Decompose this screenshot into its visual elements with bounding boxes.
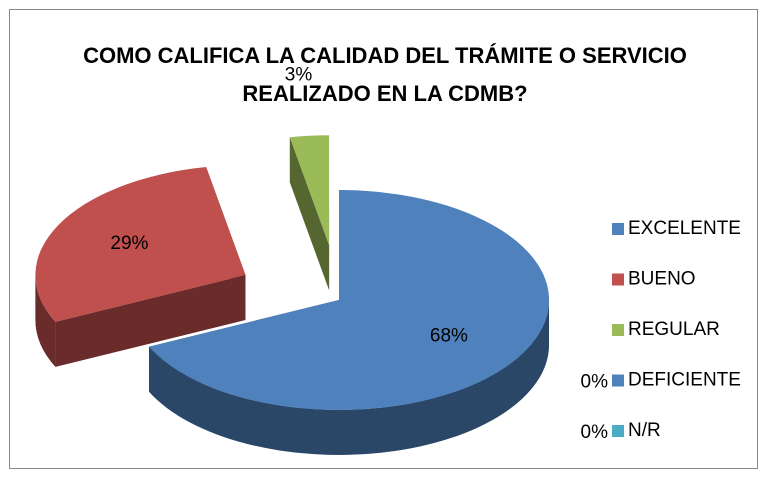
- data-label: 68%: [430, 326, 468, 347]
- data-label: 0%: [581, 422, 609, 443]
- slice-side: [35, 275, 56, 367]
- slice: [289, 135, 330, 246]
- legend-swatch: [612, 374, 624, 387]
- legend-label: REGULAR: [628, 319, 720, 340]
- data-label: 0%: [581, 372, 609, 393]
- legend-label: EXCELENTE: [628, 218, 741, 239]
- legend-label: BUENO: [628, 269, 696, 290]
- slice-side: [289, 137, 330, 291]
- slice-side-shade: [55, 275, 246, 367]
- data-label: 3%: [285, 65, 313, 86]
- slice-side-shade: [149, 300, 549, 455]
- legend-label: N/R: [628, 420, 661, 441]
- slice-side: [149, 300, 549, 455]
- slice: [149, 189, 550, 410]
- data-label: 29%: [110, 233, 148, 254]
- legend-label: DEFICIENTE: [628, 370, 741, 391]
- chart-title: COMO CALIFICA LA CALIDAD DEL TRÁMITE O S…: [83, 43, 687, 68]
- slice-side-shade: [35, 275, 56, 367]
- slice: [35, 167, 246, 322]
- slice-side-shade: [289, 137, 330, 291]
- legend-swatch: [612, 223, 624, 235]
- legend-swatch: [612, 324, 624, 336]
- legend-swatch: [612, 425, 624, 437]
- legend-swatch: [612, 273, 624, 286]
- slice-side: [55, 275, 246, 367]
- chart-title: REALIZADO EN LA CDMB?: [242, 81, 527, 106]
